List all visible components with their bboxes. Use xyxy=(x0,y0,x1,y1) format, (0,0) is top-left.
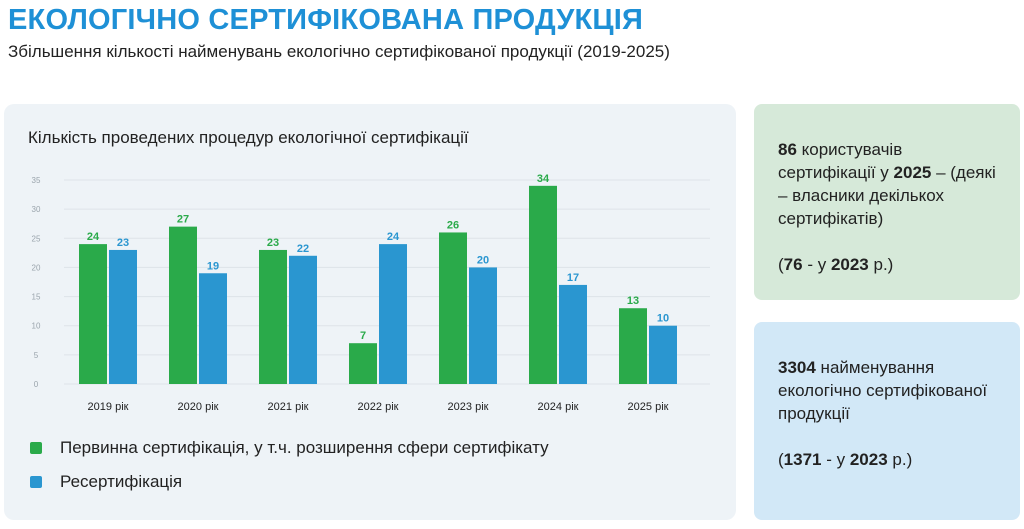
data-label: 7 xyxy=(360,330,366,342)
users-stat: 86 користувачів сертифікації у 2025 – (д… xyxy=(778,140,996,228)
bar-primary xyxy=(79,244,107,384)
data-label: 22 xyxy=(297,243,309,255)
data-label: 17 xyxy=(567,272,579,284)
bar-primary xyxy=(529,185,557,384)
y-tick-label: 15 xyxy=(32,293,41,302)
x-tick-label: 2020 рік xyxy=(178,401,219,413)
page-subtitle: Збільшення кількості найменувань екологі… xyxy=(8,42,670,61)
data-label: 34 xyxy=(537,173,550,185)
x-tick-label: 2023 рік xyxy=(448,401,489,413)
users-prev-count: 76 xyxy=(783,255,803,274)
data-label: 10 xyxy=(657,313,669,325)
bar-primary xyxy=(169,226,197,384)
data-label: 19 xyxy=(207,260,219,272)
users-prev-year: 2023 xyxy=(830,255,869,274)
y-tick-label: 35 xyxy=(32,176,41,185)
data-label: 27 xyxy=(177,214,189,226)
y-tick-label: 20 xyxy=(32,263,41,272)
data-label: 24 xyxy=(87,231,100,243)
bar-chart: 0 5 10 15 20 25 30 35 24 23 2019 рік 27 19 2020 рік 23… xyxy=(32,173,710,413)
bar-recert xyxy=(379,244,407,384)
products-stat: 3304 найменування екологічно сертифікова… xyxy=(778,358,988,423)
data-label: 13 xyxy=(627,295,639,307)
bar-recert xyxy=(469,267,497,384)
bar-recert xyxy=(199,273,227,384)
data-label: 24 xyxy=(387,231,400,243)
chart-legend: Первинна сертифікація, у т.ч. розширення… xyxy=(30,438,549,506)
bar-recert xyxy=(289,255,317,384)
products-prev-year: 2023 xyxy=(849,450,888,469)
legend-label-primary: Первинна сертифікація, у т.ч. розширення… xyxy=(60,438,549,457)
y-tick-label: 0 xyxy=(34,380,39,389)
bar-recert xyxy=(649,325,677,384)
bar-recert xyxy=(559,284,587,384)
x-tick-label: 2019 рік xyxy=(88,401,129,413)
bar-recert xyxy=(109,249,137,384)
data-label: 23 xyxy=(117,237,129,249)
legend-item-primary: Первинна сертифікація, у т.ч. розширення… xyxy=(30,438,549,458)
bar-primary xyxy=(439,232,467,384)
page-title: ЕКОЛОГІЧНО СЕРТИФІКОВАНА ПРОДУКЦІЯ xyxy=(8,4,644,36)
data-label: 20 xyxy=(477,254,489,266)
products-previous-stat: (1371 - у 2023 р.) xyxy=(778,450,913,469)
y-tick-label: 25 xyxy=(32,234,41,243)
legend-label-recert: Ресертифікація xyxy=(60,472,183,491)
data-label: 23 xyxy=(267,237,279,249)
bar-primary xyxy=(349,343,377,384)
chart-card: Кількість проведених процедур екологічно… xyxy=(4,104,736,520)
chart-title: Кількість проведених процедур екологічно… xyxy=(28,128,469,147)
y-tick-label: 30 xyxy=(32,205,41,214)
users-count: 86 xyxy=(778,140,797,159)
x-tick-label: 2024 рік xyxy=(538,401,579,413)
bar-primary xyxy=(619,308,647,384)
x-tick-label: 2021 рік xyxy=(268,401,309,413)
x-tick-label: 2022 рік xyxy=(358,401,399,413)
data-label: 26 xyxy=(447,219,459,231)
products-prev-count: 1371 xyxy=(783,450,822,469)
bar-primary xyxy=(259,249,287,384)
y-tick-label: 5 xyxy=(34,351,39,360)
users-year: 2025 xyxy=(893,163,932,182)
products-info-card: 3304 найменування екологічно сертифікова… xyxy=(754,322,1020,520)
users-info-card: 86 користувачів сертифікації у 2025 – (д… xyxy=(754,104,1020,300)
y-tick-label: 10 xyxy=(32,322,41,331)
products-count: 3304 xyxy=(778,358,816,377)
users-previous-stat: (76 - у 2023 р.) xyxy=(778,255,894,274)
x-tick-label: 2025 рік xyxy=(628,401,669,413)
legend-item-recert: Ресертифікація xyxy=(30,472,549,492)
legend-swatch-recert xyxy=(30,476,42,488)
legend-swatch-primary xyxy=(30,442,42,454)
